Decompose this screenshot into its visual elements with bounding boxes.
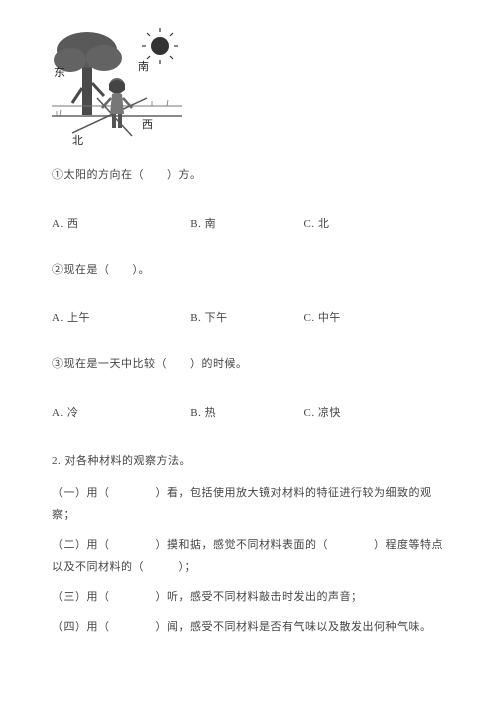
q1-opt-a: A. 西 (52, 215, 187, 231)
q1-options: A. 西 B. 南 C. 北 (52, 215, 452, 231)
q2-opt-a: A. 上午 (52, 309, 187, 325)
section2-title: 2. 对各种材料的观察方法。 (52, 450, 452, 472)
q3-text: ③现在是一天中比较（ ）的时候。 (52, 355, 452, 374)
label-east: 东 (54, 66, 65, 79)
q2-opt-c: C. 中午 (304, 309, 341, 325)
section2-p2: （二）用（ ）摸和掂，感觉不同材料表面的（ ）程度等特点以及不同材料的（ ）； (52, 534, 452, 578)
q3-opt-b: B. 热 (190, 404, 300, 420)
section2-p3: （三）用（ ）听，感受不同材料敲击时发出的声音； (52, 586, 452, 608)
q1-opt-b: B. 南 (190, 215, 300, 231)
q3-options: A. 冷 B. 热 C. 凉快 (52, 404, 452, 420)
q3-opt-a: A. 冷 (52, 404, 187, 420)
section2-p1: （一）用（ ）看，包括使用放大镜对材料的特征进行较为细致的观察； (52, 482, 452, 526)
label-west: 西 (142, 119, 153, 131)
section2-p4: （四）用（ ）闻，感受不同材料是否有气味以及散发出何种气味。 (52, 616, 452, 638)
q1-opt-c: C. 北 (304, 215, 330, 231)
label-south: 南 (138, 60, 149, 73)
q1-text: ①太阳的方向在（ ）方。 (52, 166, 452, 185)
q2-options: A. 上午 B. 下午 C. 中午 (52, 309, 452, 325)
q2-opt-b: B. 下午 (190, 309, 300, 325)
scene-illustration: 东 南 西 北 (52, 28, 182, 148)
q3-opt-c: C. 凉快 (304, 404, 341, 420)
q2-text: ②现在是（ ）。 (52, 261, 452, 280)
label-north: 北 (72, 134, 83, 147)
